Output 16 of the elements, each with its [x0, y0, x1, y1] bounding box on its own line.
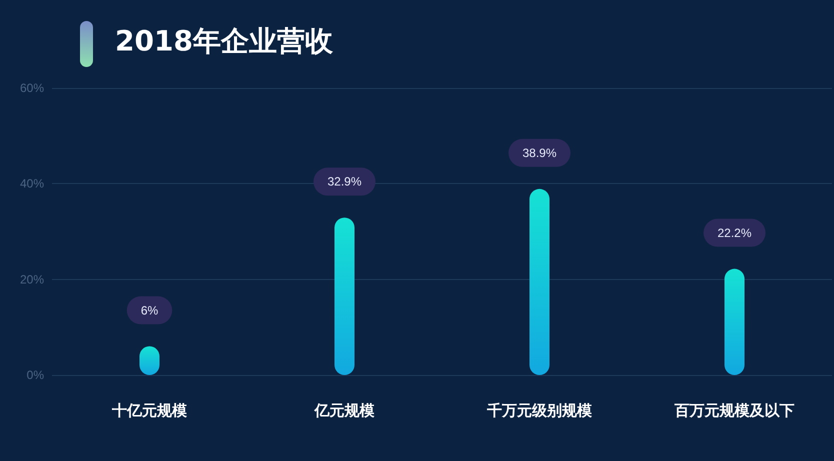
data-label: 32.9%	[327, 174, 362, 189]
x-tick-label: 千万元级别规模	[486, 402, 593, 420]
y-tick-label: 0%	[26, 368, 44, 382]
bar	[530, 188, 550, 375]
y-tick-label: 20%	[20, 272, 44, 286]
data-label: 6%	[140, 303, 158, 318]
data-label: 22.2%	[717, 226, 752, 240]
bar	[334, 218, 354, 375]
x-tick-label: 亿元规模	[314, 402, 376, 420]
y-tick-label: 60%	[20, 81, 44, 95]
chart-title: 2018年企业营收	[115, 24, 334, 58]
y-tick-label: 40%	[20, 176, 44, 191]
x-tick-label: 百万元规模及以下	[674, 402, 794, 420]
bar	[724, 268, 744, 375]
x-tick-label: 十亿元规模	[111, 402, 188, 420]
data-label: 38.9%	[522, 146, 557, 160]
